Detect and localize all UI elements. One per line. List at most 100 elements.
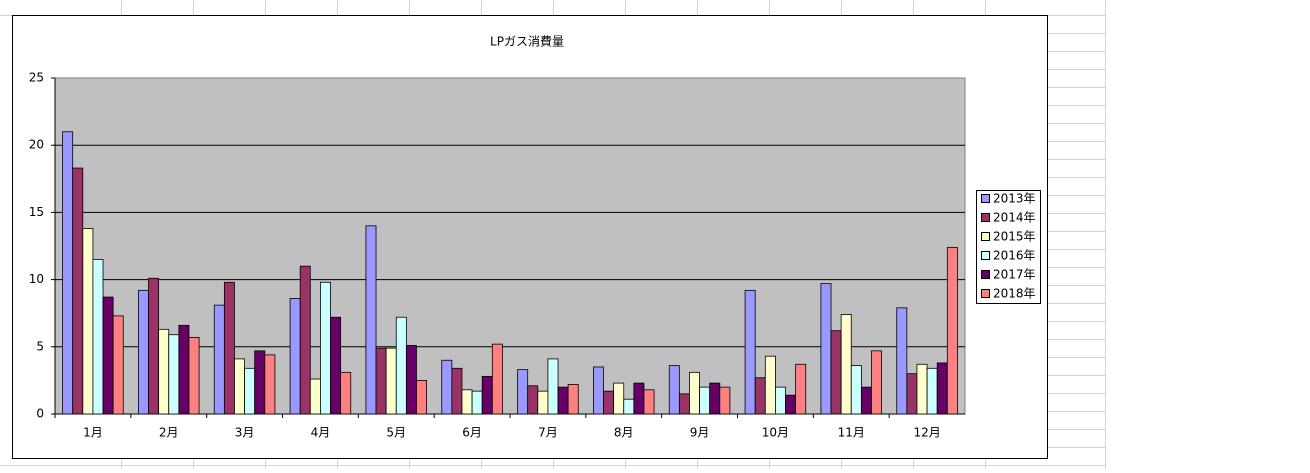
bar	[633, 382, 645, 415]
y-tick-label: 5	[36, 339, 44, 353]
bar	[906, 373, 918, 415]
legend-label: 2014年	[993, 211, 1036, 225]
legend	[976, 190, 1041, 304]
x-tick-label: 1月	[83, 426, 103, 440]
bar	[223, 281, 235, 415]
legend-swatch	[981, 270, 990, 279]
bar	[567, 384, 579, 415]
legend-swatch	[981, 289, 990, 298]
x-tick-label: 6月	[462, 426, 482, 440]
bar	[744, 289, 756, 415]
bar	[795, 363, 807, 415]
x-tick-label: 9月	[690, 426, 710, 440]
chart-title: LPガス消費量	[490, 34, 564, 49]
bar	[557, 386, 569, 415]
y-tick-label: 20	[29, 138, 44, 152]
bar	[299, 265, 311, 415]
bar	[860, 386, 872, 415]
bar	[158, 328, 170, 415]
bar	[234, 358, 245, 415]
bar	[537, 390, 549, 415]
bar	[754, 377, 766, 415]
bar	[896, 307, 908, 415]
bar	[138, 289, 149, 415]
bar	[926, 367, 938, 415]
bar	[112, 315, 124, 415]
y-tick-label: 10	[29, 272, 44, 286]
bar	[946, 246, 958, 415]
bar	[593, 366, 604, 415]
bar	[527, 385, 539, 415]
x-tick-label: 4月	[311, 426, 331, 440]
bar	[613, 382, 625, 415]
bar	[375, 347, 387, 415]
bar	[850, 365, 862, 415]
bar	[643, 389, 655, 415]
legend-swatch	[981, 194, 990, 203]
legend-label: 2018年	[993, 287, 1036, 301]
bar	[188, 336, 200, 415]
bar	[623, 398, 635, 415]
bar	[491, 343, 503, 415]
bar	[764, 355, 776, 415]
bar	[72, 167, 84, 415]
bar	[678, 393, 690, 415]
bar	[441, 359, 453, 415]
bar	[547, 358, 559, 415]
legend-label: 2013年	[993, 192, 1036, 206]
bar	[264, 354, 276, 415]
bar	[320, 281, 331, 415]
bar	[178, 324, 190, 415]
bar	[213, 304, 225, 415]
legend-swatch	[981, 251, 990, 260]
bar	[916, 363, 928, 415]
bar	[871, 350, 882, 415]
bar	[289, 298, 301, 415]
bar	[405, 345, 417, 415]
bar	[102, 296, 114, 415]
legend-swatch	[981, 213, 990, 222]
x-tick-label: 10月	[762, 426, 789, 440]
bar	[840, 314, 852, 415]
x-tick-label: 5月	[386, 426, 406, 440]
bar	[92, 259, 104, 415]
bar	[775, 386, 786, 415]
bar	[168, 334, 180, 415]
y-tick-label: 0	[36, 407, 44, 421]
bar	[830, 330, 842, 415]
bar	[471, 390, 483, 415]
legend-label: 2016年	[993, 249, 1036, 263]
bar	[62, 131, 74, 415]
y-tick-label: 15	[29, 205, 44, 219]
bar	[82, 228, 94, 415]
plot-area	[54, 77, 966, 415]
bar	[385, 347, 397, 415]
bar	[416, 379, 427, 415]
bar	[365, 225, 377, 415]
bar	[699, 386, 711, 415]
bar	[461, 389, 473, 415]
bar	[340, 371, 352, 415]
bar	[709, 382, 721, 415]
bar	[603, 390, 615, 415]
bar	[244, 367, 256, 415]
bar	[481, 375, 493, 415]
x-tick-label: 11月	[838, 426, 865, 440]
bar	[689, 371, 700, 415]
x-tick-label: 7月	[538, 426, 558, 440]
bar	[451, 367, 463, 415]
x-tick-label: 3月	[235, 426, 255, 440]
bar	[719, 386, 731, 415]
x-tick-label: 8月	[614, 426, 634, 440]
bar	[330, 316, 342, 415]
x-tick-label: 2月	[159, 426, 179, 440]
bar	[517, 369, 529, 415]
bar	[254, 350, 266, 415]
bar	[936, 362, 948, 415]
bar	[820, 283, 832, 415]
x-tick-label: 12月	[913, 426, 940, 440]
legend-label: 2017年	[993, 268, 1036, 282]
bar	[668, 365, 680, 415]
bar	[148, 277, 160, 415]
